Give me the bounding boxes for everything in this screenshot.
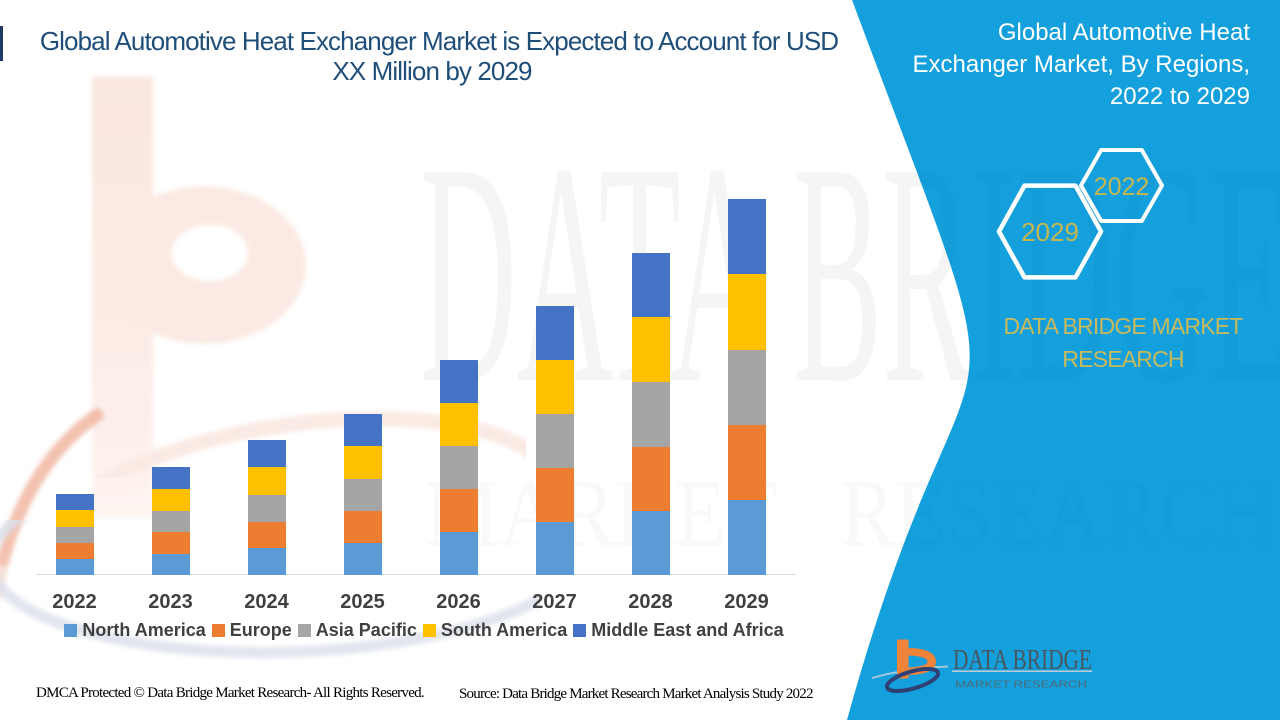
svg-text:DATA BRIDGE: DATA BRIDGE bbox=[953, 645, 1092, 676]
svg-text:DATA BRIDGE: DATA BRIDGE bbox=[420, 98, 1280, 449]
svg-text:2022: 2022 bbox=[1094, 173, 1150, 201]
svg-text:RESEARCH: RESEARCH bbox=[1062, 346, 1183, 372]
svg-text:MARKET RESEARCH: MARKET RESEARCH bbox=[955, 680, 1087, 691]
svg-text:DATA BRIDGE MARKET: DATA BRIDGE MARKET bbox=[1003, 313, 1243, 339]
svg-text:2029: 2029 bbox=[1021, 217, 1079, 247]
svg-text:MARKET RESEARCH: MARKET RESEARCH bbox=[425, 460, 1275, 566]
